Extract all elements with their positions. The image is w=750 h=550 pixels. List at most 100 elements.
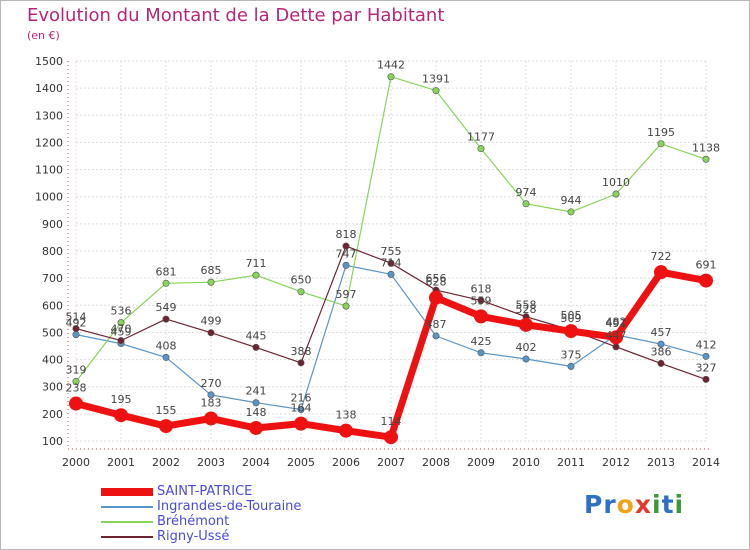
data-label-rigny-usse: 470 — [111, 323, 132, 336]
legend-label: SAINT-PATRICE — [157, 484, 253, 499]
data-label-rigny-usse: 499 — [201, 315, 222, 328]
data-label-rigny-usse: 386 — [651, 345, 672, 358]
x-tick-label: 2001 — [107, 456, 135, 469]
data-label-saint-patrice: 155 — [156, 404, 177, 417]
data-point-rigny-usse — [207, 329, 215, 337]
x-tick-label: 2012 — [602, 456, 630, 469]
x-tick-label: 2013 — [647, 456, 675, 469]
data-label-rigny-usse: 388 — [291, 345, 312, 358]
data-point-saint-patrice — [204, 411, 218, 426]
logo-letter: x — [634, 490, 652, 519]
data-point-brehemont — [162, 279, 170, 287]
data-point-ingrandes-de-touraine — [522, 355, 530, 363]
data-point-ingrandes-de-touraine — [162, 353, 170, 361]
legend-swatch — [101, 506, 153, 508]
data-label-brehemont: 1195 — [647, 126, 675, 139]
data-point-brehemont — [657, 140, 665, 148]
data-label-saint-patrice: 148 — [246, 406, 267, 419]
data-point-brehemont — [72, 378, 80, 386]
data-point-brehemont — [567, 208, 575, 216]
data-point-rigny-usse — [117, 337, 125, 345]
data-point-ingrandes-de-touraine — [72, 331, 80, 339]
y-tick-label: 1400 — [35, 82, 63, 95]
y-tick-label: 1200 — [35, 136, 63, 149]
data-label-saint-patrice: 559 — [471, 294, 492, 307]
data-point-brehemont — [342, 302, 350, 310]
data-label-ingrandes-de-touraine: 402 — [516, 341, 537, 354]
data-point-rigny-usse — [387, 259, 395, 267]
data-label-brehemont: 650 — [291, 274, 312, 287]
data-label-ingrandes-de-touraine: 714 — [381, 256, 402, 269]
x-tick-label: 2011 — [557, 456, 585, 469]
y-tick-label: 800 — [42, 245, 63, 258]
data-label-saint-patrice: 628 — [426, 276, 447, 289]
data-point-saint-patrice — [114, 408, 128, 423]
y-tick-label: 500 — [42, 326, 63, 339]
data-point-rigny-usse — [702, 375, 710, 383]
data-label-brehemont: 1391 — [422, 73, 450, 86]
data-point-brehemont — [522, 200, 530, 208]
data-label-rigny-usse: 509 — [561, 312, 582, 325]
data-label-rigny-usse: 755 — [381, 245, 402, 258]
x-tick-label: 2010 — [512, 456, 540, 469]
data-point-rigny-usse — [72, 325, 80, 333]
data-label-saint-patrice: 138 — [336, 409, 357, 422]
logo-letter: r — [603, 490, 617, 519]
data-point-brehemont — [432, 87, 440, 95]
data-point-saint-patrice — [69, 396, 83, 411]
data-point-rigny-usse — [297, 359, 305, 367]
data-point-saint-patrice — [474, 309, 488, 324]
data-label-brehemont: 536 — [111, 305, 132, 318]
data-point-saint-patrice — [384, 430, 398, 445]
y-tick-label: 600 — [42, 299, 63, 312]
data-point-brehemont — [207, 278, 215, 286]
data-point-ingrandes-de-touraine — [432, 332, 440, 340]
data-point-ingrandes-de-touraine — [477, 349, 485, 357]
data-point-ingrandes-de-touraine — [342, 261, 350, 269]
logo-letter: o — [616, 490, 635, 519]
data-label-brehemont: 711 — [246, 257, 267, 270]
data-label-rigny-usse: 445 — [246, 329, 267, 342]
legend-label: Rigny-Ussé — [157, 529, 230, 544]
data-label-ingrandes-de-touraine: 492 — [66, 317, 87, 330]
data-label-rigny-usse: 558 — [516, 299, 537, 312]
data-label-ingrandes-de-touraine: 216 — [291, 392, 312, 405]
data-point-brehemont — [477, 145, 485, 153]
data-point-ingrandes-de-touraine — [207, 391, 215, 399]
data-label-rigny-usse: 549 — [156, 301, 177, 314]
logo-letter: i — [652, 490, 662, 519]
data-label-ingrandes-de-touraine: 270 — [201, 377, 222, 390]
data-point-saint-patrice — [159, 419, 173, 434]
data-label-saint-patrice: 691 — [696, 259, 717, 272]
y-tick-label: 700 — [42, 272, 63, 285]
data-label-saint-patrice: 114 — [381, 415, 402, 428]
y-tick-label: 200 — [42, 408, 63, 421]
data-label-ingrandes-de-touraine: 487 — [426, 318, 447, 331]
y-tick-label: 1100 — [35, 164, 63, 177]
x-tick-label: 2000 — [62, 456, 90, 469]
y-tick-label: 900 — [42, 218, 63, 231]
y-tick-label: 1000 — [35, 191, 63, 204]
y-tick-label: 300 — [42, 381, 63, 394]
data-point-ingrandes-de-touraine — [297, 406, 305, 414]
data-point-rigny-usse — [657, 359, 665, 367]
x-tick-label: 2014 — [692, 456, 720, 469]
x-tick-label: 2008 — [422, 456, 450, 469]
data-point-rigny-usse — [477, 296, 485, 304]
data-label-saint-patrice: 722 — [651, 250, 672, 263]
data-label-rigny-usse: 618 — [471, 282, 492, 295]
data-label-brehemont: 974 — [516, 186, 537, 199]
data-point-rigny-usse — [342, 242, 350, 250]
data-point-brehemont — [387, 73, 395, 81]
data-label-saint-patrice: 238 — [66, 382, 87, 395]
data-label-saint-patrice: 195 — [111, 393, 132, 406]
unit-label: (en €) — [27, 29, 60, 42]
data-label-brehemont: 597 — [336, 288, 357, 301]
x-tick-label: 2005 — [287, 456, 315, 469]
data-label-brehemont: 944 — [561, 194, 582, 207]
data-point-ingrandes-de-touraine — [387, 270, 395, 278]
data-point-ingrandes-de-touraine — [657, 340, 665, 348]
data-label-brehemont: 1010 — [602, 176, 630, 189]
